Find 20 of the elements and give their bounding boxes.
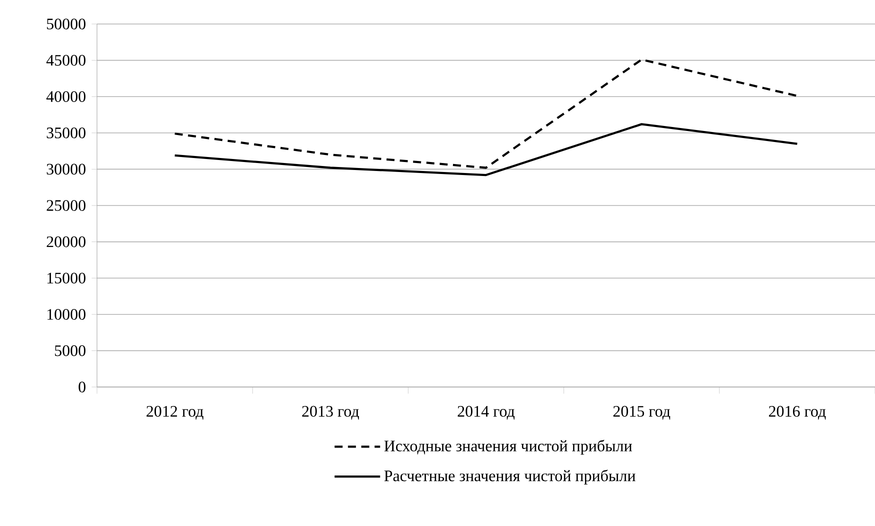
y-tick-label: 50000 <box>46 18 86 30</box>
y-tick-label: 45000 <box>46 54 86 66</box>
y-tick-label: 25000 <box>46 200 86 211</box>
legend-label: Исходные значения чистой прибыли <box>384 440 632 455</box>
x-tick-label: 2015 год <box>613 406 670 420</box>
y-tick-label: 0 <box>78 382 86 392</box>
y-tick-label: 40000 <box>46 91 86 102</box>
legend-label: Расчетные значения чистой прибыли <box>384 470 636 485</box>
x-tick-label: 2014 год <box>458 406 515 420</box>
y-tick-label: 10000 <box>47 309 86 320</box>
y-tick-label: 5000 <box>54 345 86 356</box>
y-tick-label: 15000 <box>47 272 86 284</box>
y-tick-label: 20000 <box>46 236 86 248</box>
x-tick-label: 2013 год <box>302 406 359 420</box>
x-tick-label: 2012 год <box>146 406 204 420</box>
y-tick-label: 30000 <box>46 164 86 175</box>
x-tick-label: 2016 год <box>768 406 826 420</box>
line-series <box>174 123 798 176</box>
y-tick-label: 35000 <box>46 128 86 138</box>
line-series <box>174 58 798 169</box>
